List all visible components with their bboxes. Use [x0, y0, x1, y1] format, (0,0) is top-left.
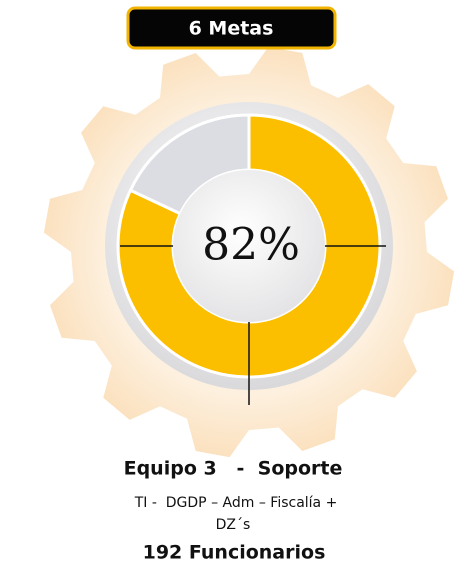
units-label: DZ´s: [216, 517, 251, 533]
chart-title: 6 Metas: [189, 18, 274, 40]
team-label: Equipo 3 - Soporte: [124, 458, 343, 480]
units-label: TI - DGDP – Adm – Fiscalía +: [134, 495, 338, 511]
staff-count: 192 Funcionarios: [143, 542, 326, 564]
crosshair: [120, 245, 386, 405]
title-box: [126, 6, 337, 50]
donut-hub: [173, 170, 325, 322]
center-label: 82%: [202, 220, 300, 271]
